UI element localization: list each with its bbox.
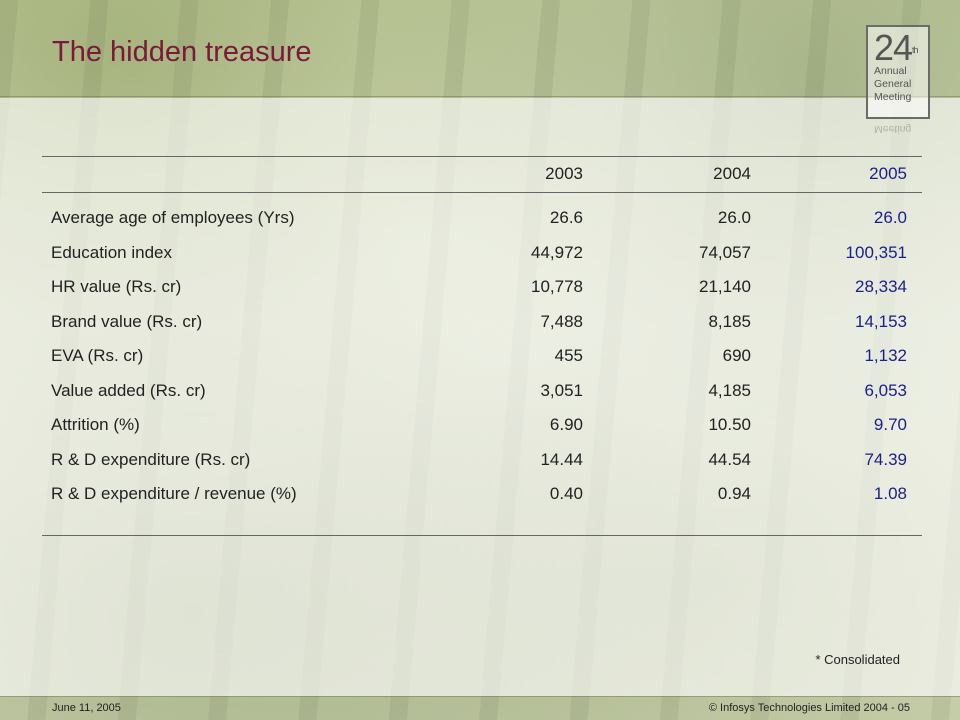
footer-divider bbox=[0, 696, 960, 697]
table-top-rule bbox=[42, 156, 922, 157]
row-value-2005: 9.70 bbox=[873, 415, 907, 434]
row-value-2003: 6.90 bbox=[549, 415, 583, 434]
row-label: HR value (Rs. cr) bbox=[51, 277, 182, 296]
logo-number: 24 bbox=[874, 27, 913, 68]
row-value-2004: 8,185 bbox=[708, 312, 751, 331]
row-value-2004: 690 bbox=[722, 346, 751, 365]
row-label: EVA (Rs. cr) bbox=[51, 346, 144, 365]
row-value-2004: 21,140 bbox=[699, 277, 751, 296]
year-header-2005: 2005 bbox=[869, 164, 907, 183]
year-header-2004: 2004 bbox=[713, 164, 751, 183]
row-label: R & D expenditure / revenue (%) bbox=[51, 484, 297, 503]
logo-superscript: th bbox=[912, 45, 918, 55]
row-label: R & D expenditure (Rs. cr) bbox=[51, 450, 251, 469]
row-value-2003: 3,051 bbox=[540, 381, 583, 400]
row-value-2003: 14.44 bbox=[540, 450, 583, 469]
row-value-2005: 14,153 bbox=[855, 312, 907, 331]
footnote: * Consolidated bbox=[815, 652, 900, 667]
row-label: Value added (Rs. cr) bbox=[51, 381, 206, 400]
row-value-2003: 44,972 bbox=[531, 243, 583, 262]
row-value-2004: 4,185 bbox=[708, 381, 751, 400]
row-value-2003: 0.40 bbox=[549, 484, 583, 503]
logo-reflection: Meeting bbox=[866, 121, 930, 135]
agm-logo: 24th Annual General Meeting bbox=[866, 25, 930, 119]
row-value-2005: 74.39 bbox=[864, 450, 907, 469]
logo-line-1: Annual bbox=[874, 65, 907, 77]
content-veil bbox=[0, 98, 960, 696]
row-value-2005: 28,334 bbox=[855, 277, 907, 296]
table-bottom-rule bbox=[42, 535, 922, 536]
row-value-2004: 26.0 bbox=[717, 208, 751, 227]
footer-copyright: © Infosys Technologies Limited 2004 - 05 bbox=[708, 702, 910, 714]
row-value-2005: 6,053 bbox=[864, 381, 907, 400]
row-value-2005: 100,351 bbox=[845, 243, 907, 262]
title-divider bbox=[0, 96, 960, 97]
row-value-2004: 0.94 bbox=[717, 484, 751, 503]
row-label: Average age of employees (Yrs) bbox=[51, 208, 295, 227]
row-value-2003: 7,488 bbox=[540, 312, 583, 331]
year-header-2003: 2003 bbox=[545, 164, 583, 183]
row-value-2005: 1,132 bbox=[864, 346, 907, 365]
row-value-2004: 44.54 bbox=[708, 450, 751, 469]
row-label: Brand value (Rs. cr) bbox=[51, 312, 203, 331]
row-label: Education index bbox=[51, 243, 172, 262]
row-value-2004: 74,057 bbox=[699, 243, 751, 262]
logo-line-2: General bbox=[874, 78, 912, 90]
row-value-2005: 1.08 bbox=[873, 484, 907, 503]
table-header-rule bbox=[42, 192, 922, 193]
row-label: Attrition (%) bbox=[51, 415, 140, 434]
slide-title: The hidden treasure bbox=[52, 36, 312, 68]
row-value-2003: 26.6 bbox=[549, 208, 583, 227]
row-value-2005: 26.0 bbox=[873, 208, 907, 227]
row-value-2003: 455 bbox=[554, 346, 583, 365]
logo-line-3: Meeting bbox=[874, 91, 912, 103]
row-value-2004: 10.50 bbox=[708, 415, 751, 434]
footer-date: June 11, 2005 bbox=[52, 702, 121, 714]
logo-reflection-text: Meeting bbox=[874, 123, 912, 135]
row-value-2003: 10,778 bbox=[531, 277, 583, 296]
